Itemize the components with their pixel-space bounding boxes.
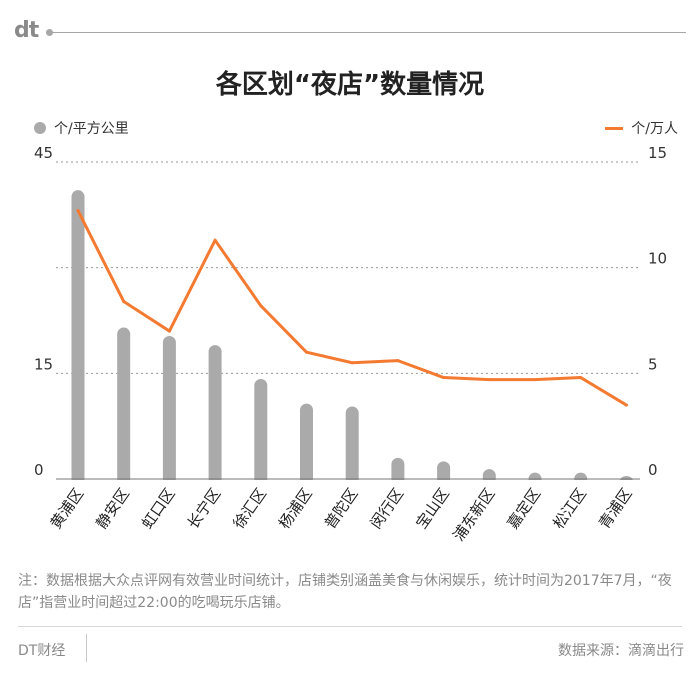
chart-title: 各区划“夜店”数量情况 [215,70,485,100]
logo-rule-dot [46,29,53,36]
category-label: 宝山区 [412,485,453,532]
right-tick-label: 5 [648,355,658,373]
line-point [305,350,308,354]
bar [208,345,222,486]
line-point [487,378,491,382]
source-label: 数据来源：滴滴出行 [558,643,684,659]
chart-canvas: 0 15 45 0 5 10 15 黄浦区 静安区 虹口区 长宁区 徐汇区 杨浦区 普陀区 闵行区 宝山区浦东… [34,144,667,544]
line-point [213,238,217,242]
category-label: 静安区 [92,485,133,532]
category-label: 虹口区 [138,485,179,532]
left-tick-label: 0 [34,461,44,479]
brand-label: DT财经 [18,643,66,659]
legend-right-label: 个/万人 [631,121,678,137]
category-label: 松江区 [549,485,590,532]
category-label: 普陀区 [321,485,362,532]
footer-rule [18,626,682,627]
left-tick-label: 15 [34,355,53,373]
line-point [396,359,400,363]
baseline-mask [56,480,640,490]
bar [117,327,131,486]
category-label: 青浦区 [595,485,636,532]
left-tick-label: 45 [34,144,53,162]
category-label: 长宁区 [184,485,225,532]
bar [345,406,359,486]
category-label: 徐汇区 [230,485,271,532]
bar [300,403,313,486]
category-label: 浦东新区 [449,485,498,544]
line-point [442,376,446,380]
category-label: 黄浦区 [47,485,88,532]
category-label: 闵行区 [367,485,408,532]
dt-logo: dt [14,18,39,43]
line-point [533,378,537,382]
bar [71,190,85,486]
legend-left-label: 个/平方公里 [54,121,129,137]
right-tick-label: 10 [648,250,667,268]
line-point [122,299,126,303]
line-series-per-10k-people [76,209,628,407]
line-point [259,304,263,308]
footer-separator [86,634,87,662]
category-label: 杨浦区 [275,485,316,532]
footnote: 注：数据根据大众点评网有效营业时间统计，店铺类别涵盖美食与休闲娱乐，统计时间为2… [18,573,672,611]
line-point [624,403,628,407]
line-point [76,209,80,213]
bar [162,335,176,486]
legend-right: 个/万人 [605,118,678,138]
bar [254,378,268,486]
line-point [167,329,171,333]
legend-bar-marker [34,122,46,134]
line-point [350,361,354,365]
right-tick-label: 15 [648,144,667,162]
right-tick-label: 0 [648,461,658,479]
line-point [579,376,583,380]
category-label: 嘉定区 [504,485,545,532]
legend-left: 个/平方公里 [34,118,129,138]
legend-line-marker [605,126,624,130]
logo-rule [50,32,686,33]
